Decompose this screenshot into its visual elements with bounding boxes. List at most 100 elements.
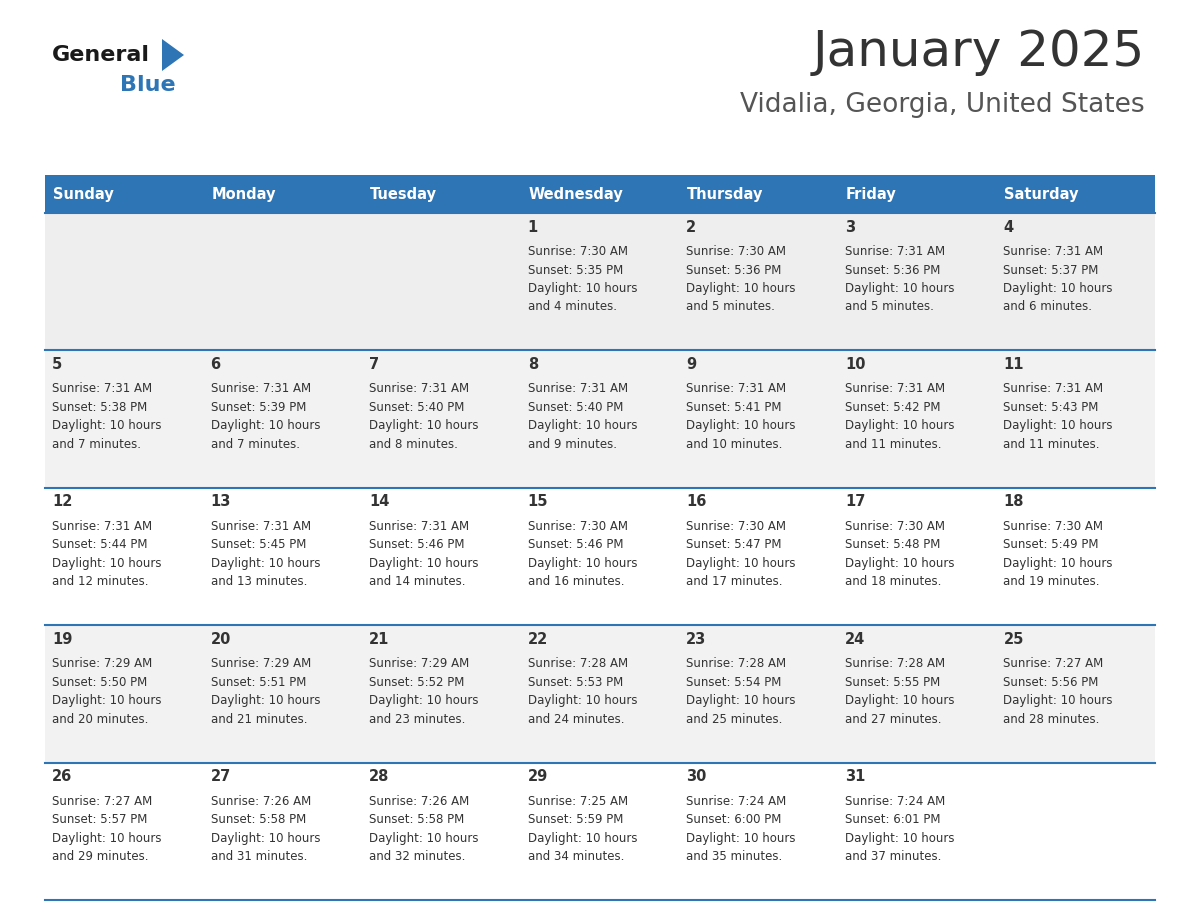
Text: Sunset: 6:01 PM: Sunset: 6:01 PM xyxy=(845,813,941,826)
Text: Friday: Friday xyxy=(846,186,897,201)
Text: Sunset: 5:50 PM: Sunset: 5:50 PM xyxy=(52,676,147,688)
Text: and 32 minutes.: and 32 minutes. xyxy=(369,850,466,863)
Bar xyxy=(520,487,680,625)
Text: Daylight: 10 hours: Daylight: 10 hours xyxy=(52,420,162,432)
Bar xyxy=(680,175,838,213)
Text: Sunrise: 7:29 AM: Sunrise: 7:29 AM xyxy=(369,657,469,670)
Text: Daylight: 10 hours: Daylight: 10 hours xyxy=(845,694,954,707)
Text: Daylight: 10 hours: Daylight: 10 hours xyxy=(210,557,320,570)
Text: Daylight: 10 hours: Daylight: 10 hours xyxy=(1004,282,1113,295)
Text: Sunrise: 7:25 AM: Sunrise: 7:25 AM xyxy=(527,795,627,808)
Text: 26: 26 xyxy=(52,769,72,784)
Text: and 12 minutes.: and 12 minutes. xyxy=(52,576,148,588)
Text: 7: 7 xyxy=(369,357,379,372)
Text: Daylight: 10 hours: Daylight: 10 hours xyxy=(845,420,954,432)
Bar xyxy=(203,487,362,625)
Text: Sunrise: 7:26 AM: Sunrise: 7:26 AM xyxy=(210,795,311,808)
Text: Sunrise: 7:30 AM: Sunrise: 7:30 AM xyxy=(687,520,786,532)
Bar xyxy=(520,625,680,763)
Bar xyxy=(203,175,362,213)
Text: 20: 20 xyxy=(210,632,230,646)
Text: Sunrise: 7:30 AM: Sunrise: 7:30 AM xyxy=(527,520,627,532)
Text: 6: 6 xyxy=(210,357,221,372)
Text: and 34 minutes.: and 34 minutes. xyxy=(527,850,624,863)
Bar xyxy=(838,487,997,625)
Text: and 8 minutes.: and 8 minutes. xyxy=(369,438,459,451)
Text: Daylight: 10 hours: Daylight: 10 hours xyxy=(210,420,320,432)
Text: Sunrise: 7:31 AM: Sunrise: 7:31 AM xyxy=(845,245,944,258)
Text: 15: 15 xyxy=(527,494,548,509)
Text: Sunrise: 7:30 AM: Sunrise: 7:30 AM xyxy=(687,245,786,258)
Text: and 7 minutes.: and 7 minutes. xyxy=(210,438,299,451)
Text: Sunrise: 7:29 AM: Sunrise: 7:29 AM xyxy=(52,657,152,670)
Bar xyxy=(362,487,520,625)
Text: 11: 11 xyxy=(1004,357,1024,372)
Text: 27: 27 xyxy=(210,769,230,784)
Text: Sunrise: 7:31 AM: Sunrise: 7:31 AM xyxy=(210,520,311,532)
Text: Sunset: 5:58 PM: Sunset: 5:58 PM xyxy=(210,813,305,826)
Text: Sunset: 5:36 PM: Sunset: 5:36 PM xyxy=(845,263,940,276)
Bar xyxy=(520,175,680,213)
Text: and 5 minutes.: and 5 minutes. xyxy=(845,300,934,314)
Bar xyxy=(45,351,203,487)
Text: Sunset: 5:41 PM: Sunset: 5:41 PM xyxy=(687,401,782,414)
Text: Daylight: 10 hours: Daylight: 10 hours xyxy=(687,832,796,845)
Text: Sunrise: 7:30 AM: Sunrise: 7:30 AM xyxy=(527,245,627,258)
Text: Sunset: 5:57 PM: Sunset: 5:57 PM xyxy=(52,813,147,826)
Bar xyxy=(203,763,362,900)
Text: Sunset: 5:58 PM: Sunset: 5:58 PM xyxy=(369,813,465,826)
Text: Sunrise: 7:31 AM: Sunrise: 7:31 AM xyxy=(1004,383,1104,396)
Text: Sunrise: 7:31 AM: Sunrise: 7:31 AM xyxy=(369,520,469,532)
Text: Sunrise: 7:31 AM: Sunrise: 7:31 AM xyxy=(1004,245,1104,258)
Bar xyxy=(45,213,203,351)
Text: 2: 2 xyxy=(687,219,696,234)
Text: Sunday: Sunday xyxy=(53,186,114,201)
Text: Sunset: 5:40 PM: Sunset: 5:40 PM xyxy=(369,401,465,414)
Text: and 6 minutes.: and 6 minutes. xyxy=(1004,300,1093,314)
Text: and 21 minutes.: and 21 minutes. xyxy=(210,712,307,726)
Text: Sunrise: 7:27 AM: Sunrise: 7:27 AM xyxy=(1004,657,1104,670)
Text: and 11 minutes.: and 11 minutes. xyxy=(845,438,941,451)
Text: and 4 minutes.: and 4 minutes. xyxy=(527,300,617,314)
Text: 16: 16 xyxy=(687,494,707,509)
Bar xyxy=(45,625,203,763)
Text: 4: 4 xyxy=(1004,219,1013,234)
Text: Sunset: 5:46 PM: Sunset: 5:46 PM xyxy=(369,538,465,552)
Text: Vidalia, Georgia, United States: Vidalia, Georgia, United States xyxy=(740,92,1145,118)
Bar xyxy=(203,351,362,487)
Text: Sunrise: 7:31 AM: Sunrise: 7:31 AM xyxy=(52,383,152,396)
Text: 28: 28 xyxy=(369,769,390,784)
Bar xyxy=(838,213,997,351)
Text: and 27 minutes.: and 27 minutes. xyxy=(845,712,941,726)
Text: and 29 minutes.: and 29 minutes. xyxy=(52,850,148,863)
Text: and 7 minutes.: and 7 minutes. xyxy=(52,438,141,451)
Text: 25: 25 xyxy=(1004,632,1024,646)
Text: Sunset: 5:46 PM: Sunset: 5:46 PM xyxy=(527,538,624,552)
Text: Daylight: 10 hours: Daylight: 10 hours xyxy=(845,832,954,845)
Text: and 11 minutes.: and 11 minutes. xyxy=(1004,438,1100,451)
Text: Sunset: 5:48 PM: Sunset: 5:48 PM xyxy=(845,538,940,552)
Text: Daylight: 10 hours: Daylight: 10 hours xyxy=(369,832,479,845)
Text: and 37 minutes.: and 37 minutes. xyxy=(845,850,941,863)
Text: and 9 minutes.: and 9 minutes. xyxy=(527,438,617,451)
Text: Sunset: 5:40 PM: Sunset: 5:40 PM xyxy=(527,401,623,414)
Bar xyxy=(838,763,997,900)
Text: Sunset: 5:59 PM: Sunset: 5:59 PM xyxy=(527,813,623,826)
Text: Sunrise: 7:31 AM: Sunrise: 7:31 AM xyxy=(687,383,786,396)
Bar xyxy=(45,175,203,213)
Text: Sunrise: 7:31 AM: Sunrise: 7:31 AM xyxy=(210,383,311,396)
Text: and 20 minutes.: and 20 minutes. xyxy=(52,712,148,726)
Bar xyxy=(203,625,362,763)
Polygon shape xyxy=(162,39,184,71)
Bar xyxy=(997,625,1155,763)
Text: Sunset: 6:00 PM: Sunset: 6:00 PM xyxy=(687,813,782,826)
Bar xyxy=(520,213,680,351)
Bar xyxy=(362,763,520,900)
Text: Sunset: 5:47 PM: Sunset: 5:47 PM xyxy=(687,538,782,552)
Bar xyxy=(45,763,203,900)
Text: 10: 10 xyxy=(845,357,865,372)
Text: and 35 minutes.: and 35 minutes. xyxy=(687,850,783,863)
Text: Sunset: 5:45 PM: Sunset: 5:45 PM xyxy=(210,538,307,552)
Text: Daylight: 10 hours: Daylight: 10 hours xyxy=(52,832,162,845)
Text: Sunset: 5:38 PM: Sunset: 5:38 PM xyxy=(52,401,147,414)
